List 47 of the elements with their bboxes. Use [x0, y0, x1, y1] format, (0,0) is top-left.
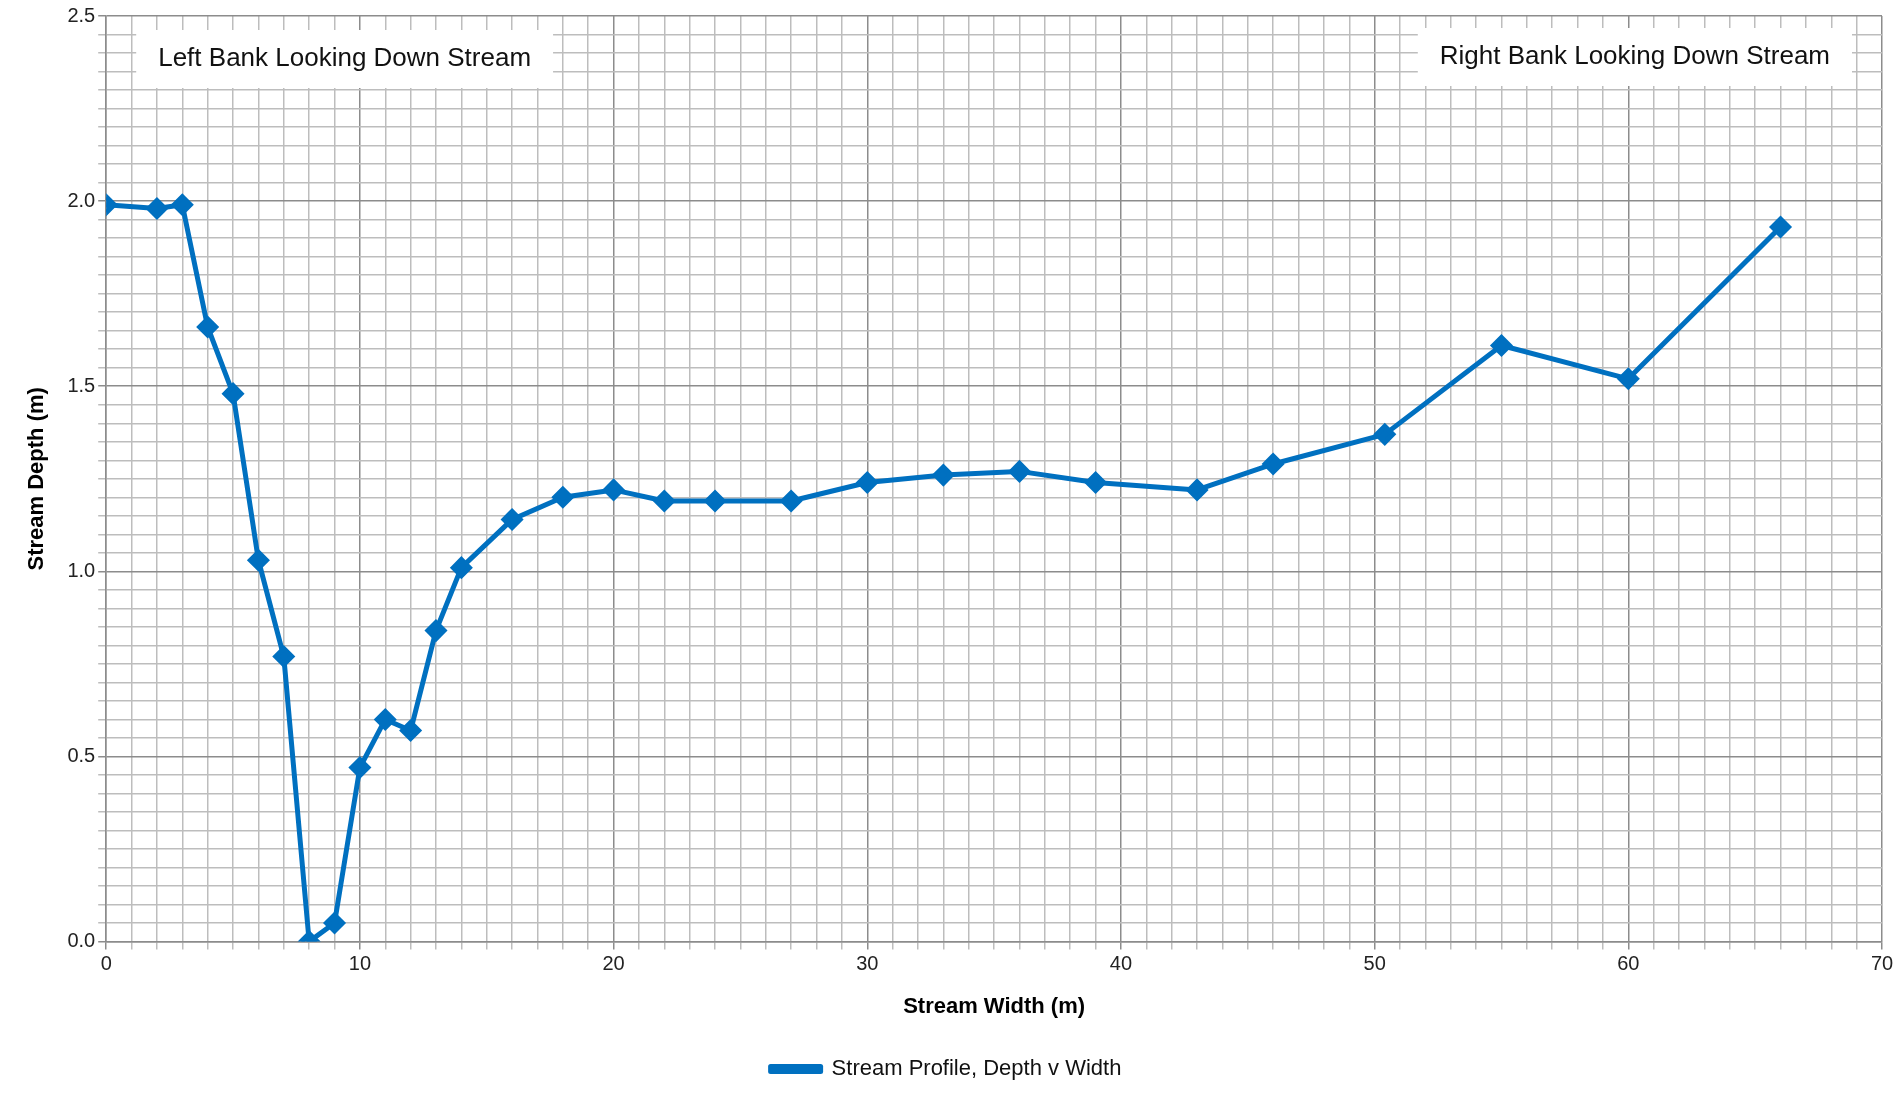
x-tick-label: 10: [348, 952, 372, 975]
annotation: Right Bank Looking Down Stream: [1439, 40, 1830, 71]
point: [780, 490, 802, 512]
point: [1770, 216, 1792, 238]
x-tick-label: 40: [1109, 952, 1133, 975]
y-tick-label: 1.0: [67, 558, 96, 581]
point: [197, 316, 219, 338]
point: [1085, 472, 1107, 493]
point: [171, 194, 193, 216]
point: [374, 708, 396, 730]
point: [653, 490, 675, 512]
point: [247, 549, 269, 571]
y-tick-label: 1.5: [67, 373, 96, 396]
point: [349, 757, 371, 779]
point: [400, 720, 422, 742]
x-tick-label: 0: [100, 952, 112, 975]
y-tick-label: 2.5: [67, 3, 96, 26]
point: [603, 479, 625, 501]
point: [856, 472, 878, 493]
point: [1374, 423, 1396, 445]
x-tick-label: 50: [1363, 952, 1386, 975]
annotation: Left Bank Looking Down Stream: [158, 42, 532, 73]
point: [450, 557, 472, 579]
point: [1186, 479, 1208, 501]
x-tick-label: 60: [1617, 952, 1640, 975]
point: [932, 464, 954, 486]
point: [501, 509, 523, 531]
point: [273, 646, 295, 668]
point: [1490, 335, 1512, 357]
x-axis-title: Stream Width (m): [903, 992, 1086, 1018]
point: [1617, 368, 1639, 390]
legend-label: Stream Profile, Depth v Width: [831, 1055, 1122, 1081]
y-tick-label: 2.0: [67, 188, 96, 211]
point: [324, 912, 346, 934]
x-tick-label: 70: [1870, 952, 1894, 975]
x-tick-label: 20: [602, 952, 625, 975]
point: [1262, 453, 1284, 475]
y-axis-title: Stream Depth (m): [23, 387, 49, 571]
y-tick-label: 0.5: [67, 744, 96, 766]
y-tick-label: 0.0: [67, 929, 96, 952]
point: [1008, 460, 1030, 482]
point: [146, 198, 168, 220]
point: [552, 486, 574, 508]
point: [425, 620, 447, 642]
point: [704, 490, 726, 512]
x-tick-label: 30: [856, 952, 879, 975]
point: [222, 383, 244, 405]
